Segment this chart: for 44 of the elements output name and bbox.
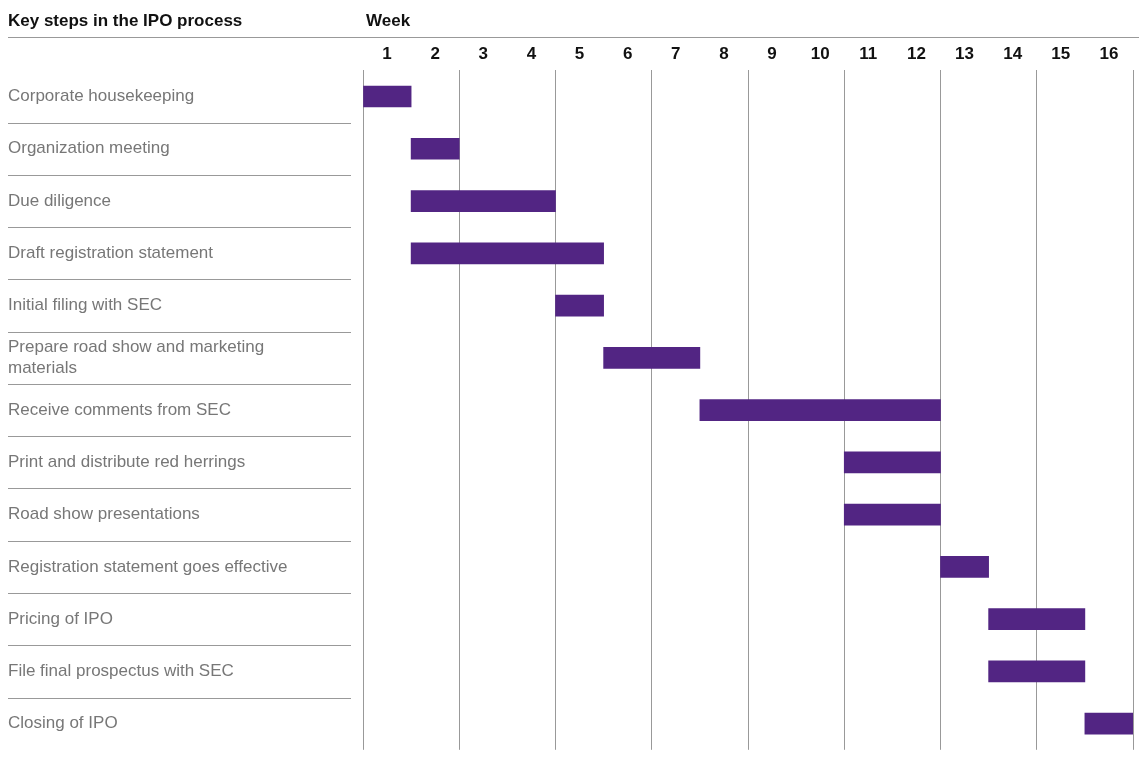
y-tick-label: Initial filing with SEC	[8, 295, 163, 315]
bar	[988, 660, 1086, 683]
x-tick-label: 7	[671, 43, 681, 63]
y-tick-label: Organization meeting	[8, 138, 170, 158]
x-tick-label: 11	[859, 43, 878, 63]
x-axis-title: Week	[366, 11, 411, 30]
bar	[988, 608, 1086, 630]
x-tick-label: 16	[1099, 43, 1119, 63]
bar	[843, 451, 941, 474]
y-tick-label: Road show presentations	[8, 504, 200, 524]
y-tick-label: Draft registration statement	[8, 243, 214, 262]
y-tick-label: Registration statement goes effective	[8, 556, 288, 576]
bar	[410, 137, 460, 160]
y-tick-label: File final prospectus with SEC	[8, 661, 234, 681]
bar	[410, 242, 604, 265]
bar	[1084, 712, 1133, 735]
y-tick-label: Corporate housekeeping	[8, 86, 195, 106]
bar	[363, 85, 412, 108]
y-tick-label: Closing of IPO	[8, 713, 118, 733]
x-tick-label: 14	[1003, 43, 1023, 63]
x-tick-label: 13	[955, 43, 975, 63]
x-tick-label: 8	[719, 43, 729, 63]
x-tick-label: 1	[382, 43, 392, 63]
y-tick-label: Receive comments from SEC	[8, 399, 231, 419]
x-tick-label: 10	[810, 43, 830, 63]
y-tick-label: Prepare road show and marketing materials	[8, 337, 265, 377]
y-tick-label: Due diligence	[8, 190, 112, 210]
bar	[843, 503, 941, 526]
x-tick-label: 15	[1051, 43, 1071, 63]
bar	[410, 190, 556, 212]
text: Key steps in the IPO process	[8, 11, 243, 30]
bar	[940, 556, 989, 578]
x-tick-label: 12	[906, 43, 926, 63]
x-tick-label: 4	[526, 43, 537, 63]
bar	[603, 347, 701, 369]
x-tick-label: 2	[430, 43, 440, 63]
bar	[555, 294, 604, 317]
x-tick-label: 5	[574, 43, 585, 63]
bar	[699, 399, 941, 421]
x-tick-label: 6	[622, 43, 633, 63]
y-tick-label: Pricing of IPO	[8, 608, 113, 628]
y-tick-label: Print and distribute red herrings	[8, 452, 246, 472]
x-tick-label: 3	[478, 43, 489, 63]
x-tick-label: 9	[767, 43, 777, 63]
